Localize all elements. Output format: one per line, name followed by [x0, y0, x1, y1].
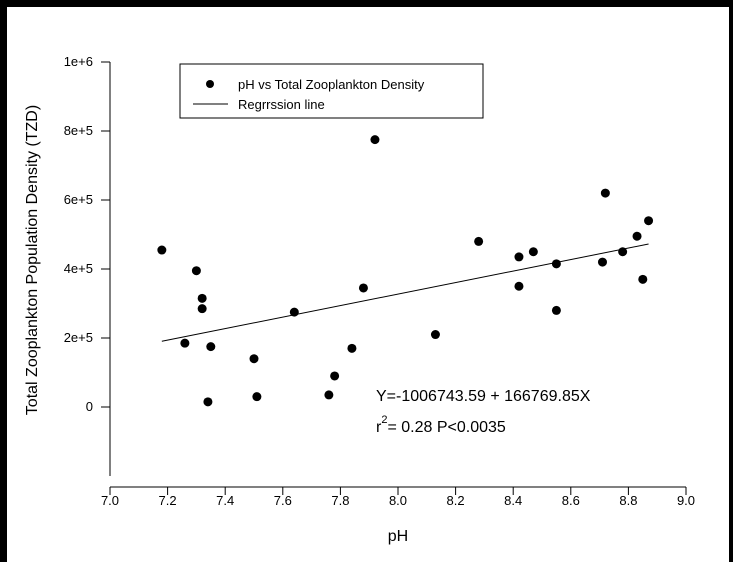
y-tick-label: 0 — [86, 399, 93, 414]
x-tick-label: 8.2 — [447, 493, 465, 508]
x-tick-label: 8.0 — [389, 493, 407, 508]
x-tick-label: 7.4 — [216, 493, 234, 508]
legend-marker-points — [206, 80, 214, 88]
data-point — [644, 216, 654, 226]
data-point — [528, 247, 538, 257]
data-point — [514, 281, 524, 291]
regression-line — [161, 243, 649, 342]
data-point — [330, 371, 340, 381]
x-axis: 7.0 7.2 7.4 7.6 7.8 8.0 8.2 8.4 8.6 8.8 9.0 — [101, 486, 695, 508]
y-tick-label: 6e+5 — [64, 192, 93, 207]
data-point — [197, 293, 207, 303]
y-tick-label: 2e+5 — [64, 330, 93, 345]
y-tick-label: 4e+5 — [64, 261, 93, 276]
data-point — [370, 135, 380, 145]
data-point — [638, 274, 648, 284]
data-point — [252, 392, 262, 402]
data-point — [430, 330, 440, 340]
x-tick-label: 8.6 — [562, 493, 580, 508]
r-squared-annotation: r2= 0.28 P<0.0035 — [376, 414, 506, 436]
data-point — [347, 343, 357, 353]
legend-label-points: pH vs Total Zooplankton Density — [238, 77, 425, 92]
x-tick-label: 7.6 — [274, 493, 292, 508]
x-tick-label: 7.8 — [331, 493, 349, 508]
x-tick-label: 9.0 — [677, 493, 695, 508]
data-point — [474, 236, 484, 246]
legend-box — [179, 63, 484, 119]
data-point — [551, 259, 561, 269]
data-point — [551, 305, 561, 315]
data-point — [358, 283, 368, 293]
regression-equation: Y=-1006743.59 + 166769.85X — [376, 388, 591, 405]
data-point — [600, 188, 610, 198]
x-axis-title: pH — [388, 528, 408, 545]
x-tick-label: 7.2 — [159, 493, 177, 508]
r2-superscript: 2 — [381, 414, 387, 426]
x-tick-label: 8.8 — [619, 493, 637, 508]
data-point — [180, 338, 190, 348]
data-point — [203, 397, 213, 407]
data-point — [197, 304, 207, 314]
data-point — [191, 266, 201, 276]
y-tick-label: 1e+6 — [64, 54, 93, 69]
data-point — [632, 231, 642, 241]
legend-label-line: Regrrssion line — [238, 97, 325, 112]
data-point — [514, 252, 524, 262]
data-point — [324, 390, 334, 400]
data-point — [249, 354, 259, 364]
r2-value: = 0.28 P<0.0035 — [387, 419, 505, 436]
legend: pH vs Total Zooplankton Density Regrrssi… — [179, 63, 484, 119]
r2-prefix: r — [376, 419, 382, 436]
data-point — [597, 257, 607, 267]
x-tick-label: 8.4 — [504, 493, 522, 508]
series-layer — [157, 135, 654, 407]
data-point — [157, 245, 167, 255]
data-point — [206, 342, 216, 352]
y-axis-title: Total Zooplankton Population Density (TZ… — [24, 105, 41, 415]
x-tick-label: 7.0 — [101, 493, 119, 508]
y-axis: 0 2e+5 4e+5 6e+5 8e+5 1e+6 — [64, 54, 111, 476]
y-tick-label: 8e+5 — [64, 123, 93, 138]
